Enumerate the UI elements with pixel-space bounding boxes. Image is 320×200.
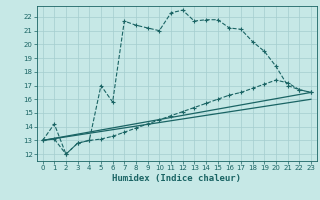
X-axis label: Humidex (Indice chaleur): Humidex (Indice chaleur) — [112, 174, 241, 183]
